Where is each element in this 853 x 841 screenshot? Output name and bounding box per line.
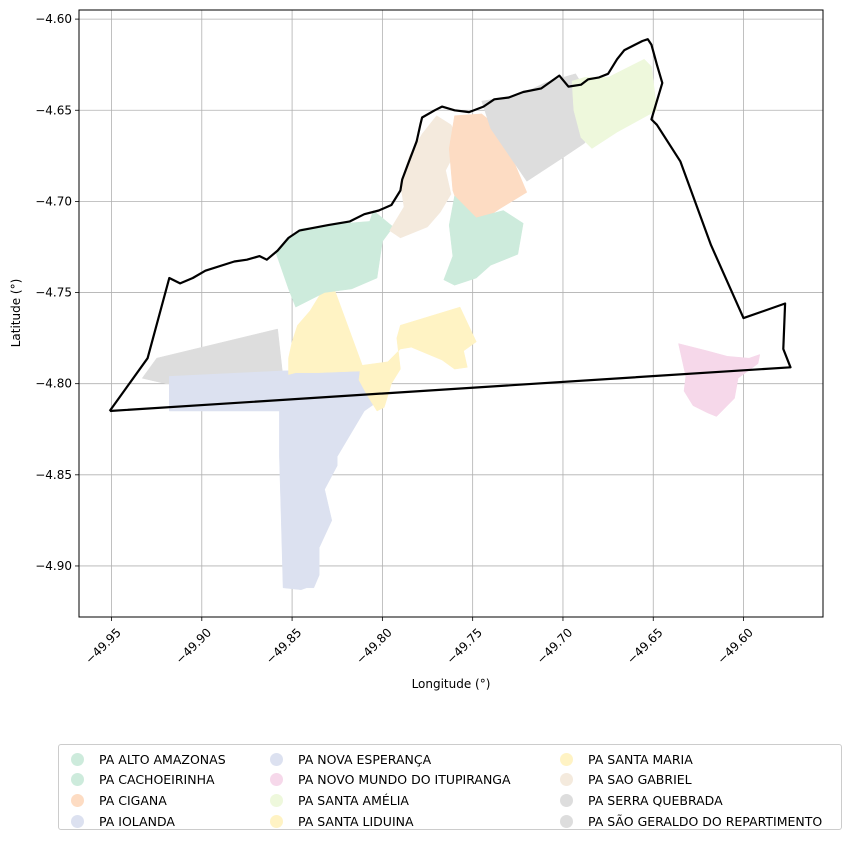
legend-label: PA IOLANDA — [99, 813, 175, 829]
y-tick-label: −4.90 — [35, 559, 72, 573]
x-tick-label: −49.90 — [173, 625, 214, 666]
legend-item-sao-geraldo: PA SÃO GERALDO DO REPARTIMENTO — [560, 811, 822, 832]
plot-frame — [78, 9, 824, 618]
y-tick-label: −4.70 — [35, 194, 72, 208]
legend-item-santa-maria: PA SANTA MARIA — [560, 749, 822, 770]
legend-label: PA SÃO GERALDO DO REPARTIMENTO — [588, 813, 823, 829]
y-tick-label: −4.65 — [35, 103, 72, 117]
x-axis-label: Longitude (°) — [412, 677, 491, 691]
legend-marker — [270, 752, 283, 766]
region-pa-cachoeirinha — [443, 195, 524, 286]
legend-label: PA SANTA MARIA — [588, 751, 693, 767]
legend-label: PA SANTA LIDUINA — [298, 813, 414, 829]
y-tick-label: −4.75 — [35, 286, 72, 300]
y-axis-label: Latitude (°) — [9, 279, 23, 348]
x-tick-label: −49.70 — [534, 625, 575, 666]
municipality-boundary — [108, 38, 792, 413]
legend-label: PA CACHOEIRINHA — [99, 772, 215, 788]
x-tick-label: −49.95 — [83, 625, 124, 666]
legend: PA ALTO AMAZONAS PA CACHOEIRINHA PA CIGA… — [58, 744, 842, 830]
legend-marker — [71, 752, 84, 766]
y-tick-label: −4.85 — [35, 468, 72, 482]
legend-label: PA CIGANA — [99, 792, 167, 808]
legend-label: PA ALTO AMAZONAS — [99, 751, 226, 767]
legend-label: PA SAO GABRIEL — [588, 772, 692, 788]
x-tick-label: −49.65 — [624, 625, 665, 666]
region-pa-novo-mundo-do-itupiranga — [678, 343, 761, 417]
legend-marker — [560, 793, 573, 807]
legend-label: PA SANTA AMÉLIA — [298, 792, 409, 808]
legend-marker — [560, 773, 573, 787]
legend-marker — [560, 752, 573, 766]
legend-item-alto-amazonas: PA ALTO AMAZONAS — [71, 749, 226, 770]
settlement-regions — [141, 58, 761, 590]
x-tick-label: −49.85 — [263, 625, 304, 666]
legend-marker — [270, 793, 283, 807]
legend-item-serra-quebrada: PA SERRA QUEBRADA — [560, 790, 822, 811]
legend-marker — [270, 814, 283, 828]
legend-marker — [71, 814, 84, 828]
legend-item-santa-liduina: PA SANTA LIDUINA — [270, 811, 511, 832]
legend-label: PA NOVA ESPERANÇA — [298, 751, 432, 767]
x-tick-label: −49.80 — [353, 625, 394, 666]
x-tick-label: −49.75 — [444, 625, 485, 666]
legend-marker — [71, 773, 84, 787]
legend-label: PA SERRA QUEBRADA — [588, 792, 723, 808]
y-tick-label: −4.60 — [35, 12, 72, 26]
legend-label: PA NOVO MUNDO DO ITUPIRANGA — [298, 772, 511, 788]
legend-item-nova-esperanca: PA NOVA ESPERANÇA — [270, 749, 511, 770]
legend-item-novo-mundo: PA NOVO MUNDO DO ITUPIRANGA — [270, 770, 511, 791]
legend-item-cachoeirinha: PA CACHOEIRINHA — [71, 770, 226, 791]
legend-marker — [560, 814, 573, 828]
x-tick-label: −49.60 — [715, 625, 756, 666]
legend-marker — [71, 793, 84, 807]
legend-item-cigana: PA CIGANA — [71, 790, 226, 811]
legend-marker — [270, 773, 283, 787]
region-pa-sao-gabriel — [389, 115, 461, 239]
legend-item-iolanda: PA IOLANDA — [71, 811, 226, 832]
boundary-line — [108, 38, 792, 413]
map-plot: −49.95 −49.90 −49.85 −49.80 −49.75 −49.70 −49.… — [9, 9, 824, 691]
region-pa-santa-maria — [358, 306, 477, 412]
y-tick-label: −4.80 — [35, 377, 72, 391]
legend-item-santa-amelia: PA SANTA AMÉLIA — [270, 790, 511, 811]
legend-item-sao-gabriel: PA SAO GABRIEL — [560, 770, 822, 791]
